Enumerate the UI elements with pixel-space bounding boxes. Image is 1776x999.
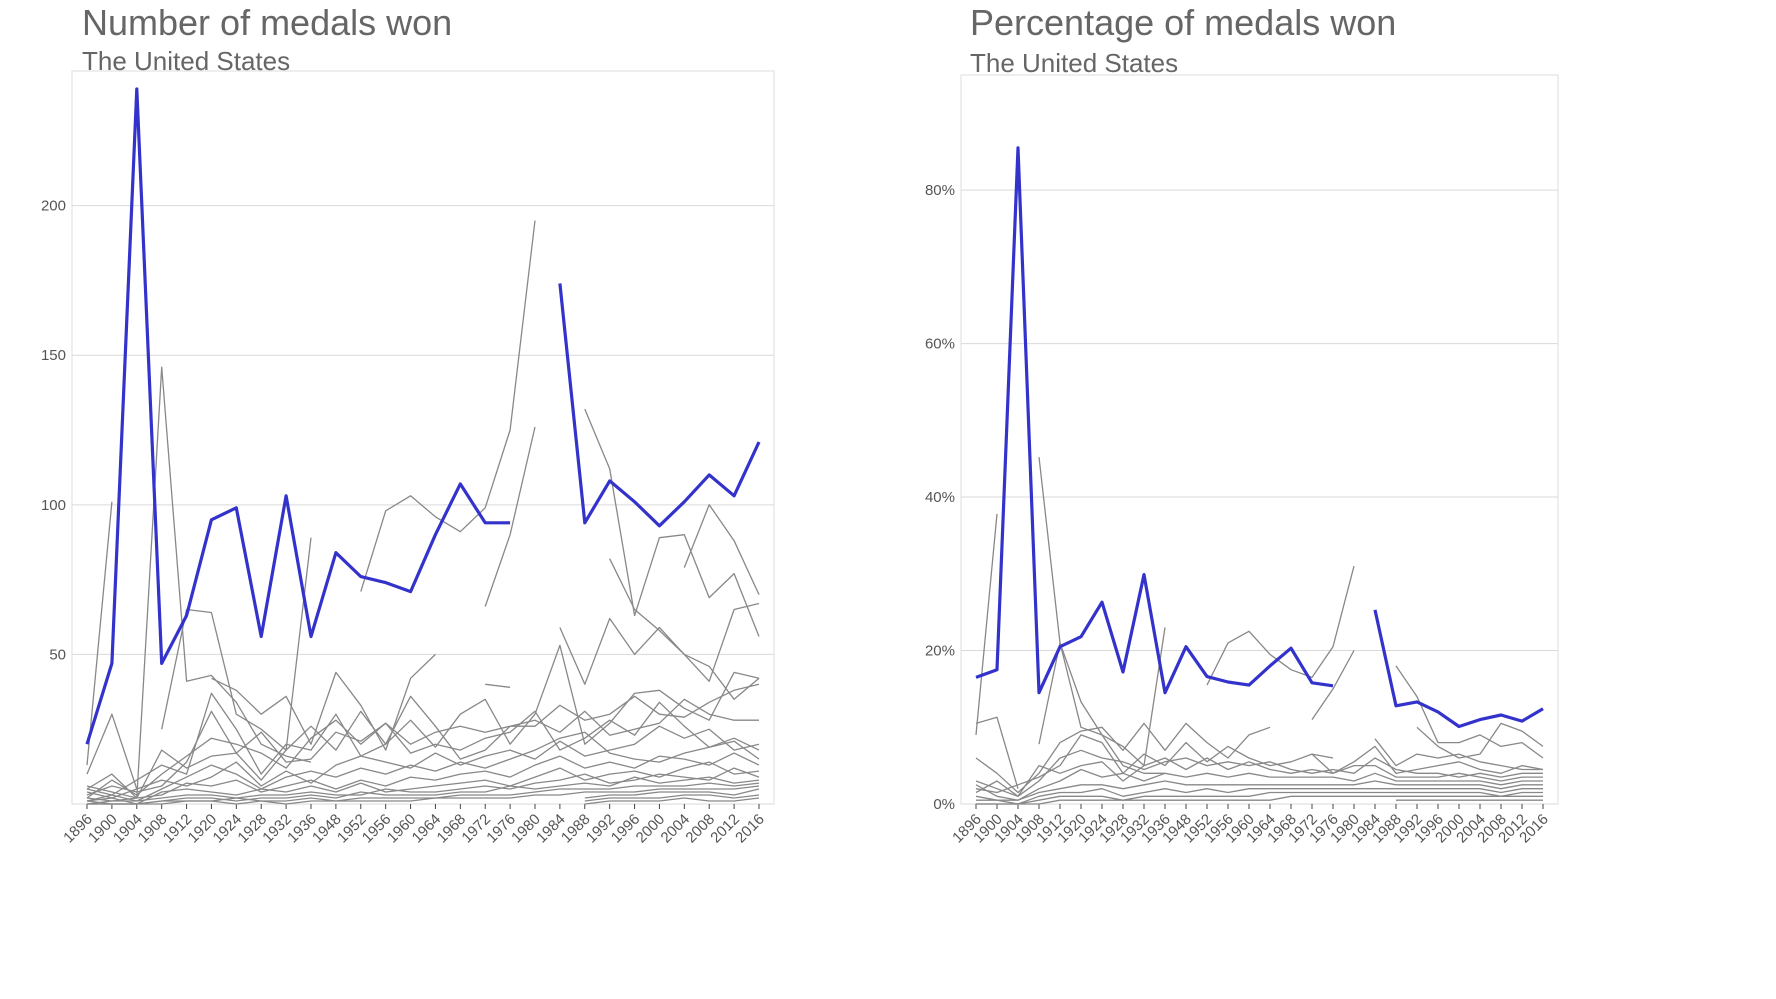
line-chart-medal-percentage: 0%20%40%60%80%18961900190419081912192019… — [925, 74, 1559, 846]
y-tick-label: 20% — [925, 643, 955, 660]
other-country-line — [1416, 722, 1544, 759]
other-country-line — [484, 408, 760, 637]
other-country-line — [584, 788, 760, 799]
other-country-line — [86, 752, 760, 802]
other-country-line — [975, 513, 998, 735]
y-tick-label: 80% — [925, 182, 955, 199]
other-country-line — [975, 780, 1543, 801]
y-tick-label: 60% — [925, 336, 955, 353]
other-country-line — [1206, 565, 1355, 686]
y-tick-label: 50 — [49, 646, 66, 663]
chart-subtitle: The United States — [970, 48, 1179, 78]
chart-panel-medal-percentage: Percentage of medals won The United Stat… — [888, 0, 1776, 999]
other-country-line — [86, 731, 760, 802]
other-country-line — [86, 695, 759, 799]
other-country-line — [609, 558, 760, 682]
other-country-line — [975, 757, 1543, 797]
other-country-line — [86, 644, 760, 796]
chart-title: Percentage of medals won — [970, 2, 1397, 43]
other-country-line — [975, 716, 1019, 789]
other-country-line — [86, 776, 760, 805]
y-tick-label: 150 — [41, 347, 66, 364]
line-chart-medal-count: 5010015020018961900190419081912192019241… — [41, 70, 775, 847]
other-country-line — [86, 767, 760, 805]
x-tick-label: 2016 — [732, 811, 768, 847]
other-country-line — [976, 788, 1543, 805]
other-country-line — [360, 220, 536, 592]
y-tick-label: 40% — [925, 489, 955, 506]
y-tick-label: 0% — [933, 796, 955, 813]
other-country-line — [1311, 738, 1543, 771]
chart-panel-medal-count: Number of medals won The United States 5… — [0, 0, 880, 999]
other-country-line — [86, 713, 138, 790]
united-states-line — [85, 87, 761, 745]
other-country-line — [86, 366, 312, 799]
other-country-line — [86, 501, 113, 766]
plot-panel — [71, 70, 775, 805]
plot-panel — [960, 74, 1559, 805]
y-tick-label: 100 — [41, 497, 66, 514]
other-country-line — [976, 795, 1543, 805]
chart-title: Number of medals won — [82, 2, 453, 43]
other-country-line — [86, 701, 760, 796]
other-country-line — [975, 734, 1544, 794]
other-country-line — [86, 725, 760, 799]
other-country-line — [975, 768, 1543, 801]
other-country-line — [211, 653, 436, 751]
other-country-line — [584, 794, 760, 802]
other-country-line — [1311, 650, 1544, 759]
other-country-line — [485, 617, 760, 700]
other-country-line — [584, 797, 760, 805]
united-states-line — [975, 146, 1544, 729]
other-country-line — [86, 683, 760, 799]
other-country-line — [86, 761, 760, 805]
other-country-line — [976, 791, 1543, 805]
y-tick-label: 200 — [41, 198, 66, 215]
other-country-line — [87, 785, 760, 805]
other-country-line — [683, 504, 760, 595]
other-country-line — [975, 722, 1271, 794]
